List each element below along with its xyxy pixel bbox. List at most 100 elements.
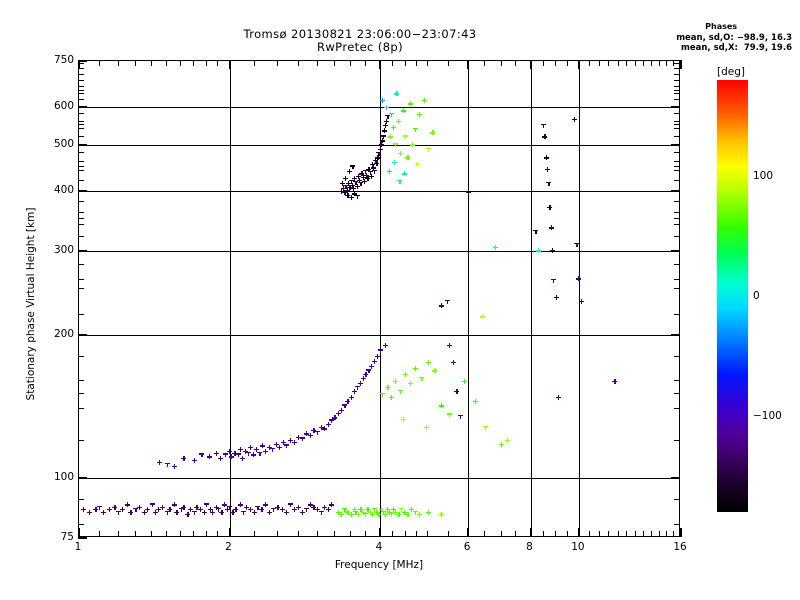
data-point [444, 299, 450, 304]
y-axis-tick [671, 333, 680, 336]
x-axis-tick [577, 528, 580, 537]
phase-statistics-annotation: Phases mean, sd,O: −98.9, 16.3 mean, sd,… [676, 22, 792, 54]
data-point [364, 172, 370, 178]
data-point [359, 171, 365, 177]
data-point [199, 452, 205, 458]
data-point [119, 507, 125, 513]
data-point [381, 128, 387, 134]
data-point [479, 314, 485, 320]
data-point [387, 509, 393, 515]
data-point [547, 204, 553, 210]
data-point [348, 179, 354, 184]
x-axis-tick [193, 531, 195, 537]
x-axis-tick [98, 60, 100, 66]
data-point [325, 421, 331, 427]
data-point [385, 114, 391, 119]
data-point [342, 176, 348, 182]
y-axis-tick [671, 190, 680, 192]
data-point [271, 507, 277, 513]
data-point [541, 123, 547, 128]
data-point [164, 462, 170, 467]
x-axis-tick [680, 528, 682, 537]
data-point [315, 430, 321, 435]
x-axis-tick [608, 531, 610, 537]
y-axis-tick [78, 380, 84, 382]
data-point [245, 451, 251, 456]
data-point [362, 512, 368, 518]
data-point [358, 507, 364, 513]
y-axis-tick [78, 135, 84, 137]
data-point [398, 389, 404, 395]
data-point [407, 101, 413, 107]
data-point [372, 358, 377, 364]
data-point [262, 502, 268, 508]
x-axis-tick [608, 60, 610, 66]
y-axis-tick [671, 143, 680, 146]
data-point [233, 507, 239, 513]
x-axis-tick [228, 60, 230, 69]
data-point [430, 130, 436, 136]
x-axis-tick-label: 1 [74, 541, 82, 553]
y-axis-tick [78, 217, 84, 219]
data-point [374, 160, 380, 166]
y-axis-tick [78, 80, 84, 82]
x-axis-tick [658, 531, 660, 537]
data-point [400, 108, 406, 114]
plot-area [78, 60, 680, 537]
y-axis-tick-label: 400 [53, 184, 74, 197]
data-point [351, 507, 357, 513]
data-point [368, 173, 374, 179]
data-point [322, 504, 328, 510]
data-point [390, 124, 396, 130]
x-axis-tick [673, 60, 675, 66]
x-axis-tick-label: 2 [225, 541, 232, 553]
x-axis-tick [555, 60, 557, 66]
x-axis-tick [427, 531, 429, 537]
y-axis-tick [674, 264, 680, 266]
data-point [237, 446, 243, 452]
y-axis-tick-label: 75 [60, 531, 74, 543]
data-point [380, 510, 386, 515]
data-point [275, 504, 281, 510]
x-axis-tick-label: 4 [375, 541, 383, 553]
x-axis-tick [467, 528, 469, 537]
data-point [167, 507, 173, 513]
y-axis-tick [78, 264, 84, 266]
y-axis-tick [78, 113, 84, 115]
x-axis-tick-label: 16 [673, 541, 687, 553]
data-point [438, 403, 444, 409]
x-axis-tick [515, 60, 517, 66]
data-point [237, 502, 243, 508]
x-axis-tick [166, 60, 168, 66]
data-point [339, 181, 345, 187]
data-point [329, 502, 335, 508]
data-point [171, 502, 177, 508]
data-point [215, 507, 221, 513]
y-axis-tick [674, 236, 680, 238]
data-point [357, 177, 363, 183]
x-axis-tick [598, 60, 600, 66]
x-axis-tick [651, 531, 652, 537]
data-point [544, 166, 550, 172]
data-point [425, 509, 431, 515]
data-point [181, 456, 187, 462]
data-point [250, 452, 256, 458]
data-point [273, 441, 279, 447]
y-axis-tick [78, 89, 84, 91]
data-point [124, 502, 130, 508]
data-point [171, 463, 177, 469]
data-point [97, 505, 103, 510]
x-axis-tick [626, 531, 628, 537]
y-axis-tick [78, 190, 87, 192]
y-axis-tick [78, 212, 84, 214]
data-point [251, 509, 257, 515]
data-point [300, 436, 306, 442]
data-point [407, 381, 413, 387]
data-point [270, 447, 276, 452]
data-point [425, 147, 431, 152]
y-axis-tick [78, 161, 84, 163]
gridline-horizontal [79, 107, 679, 109]
data-point [405, 512, 411, 518]
colorbar-unit-label: [deg] [717, 66, 745, 78]
data-point [307, 502, 313, 508]
